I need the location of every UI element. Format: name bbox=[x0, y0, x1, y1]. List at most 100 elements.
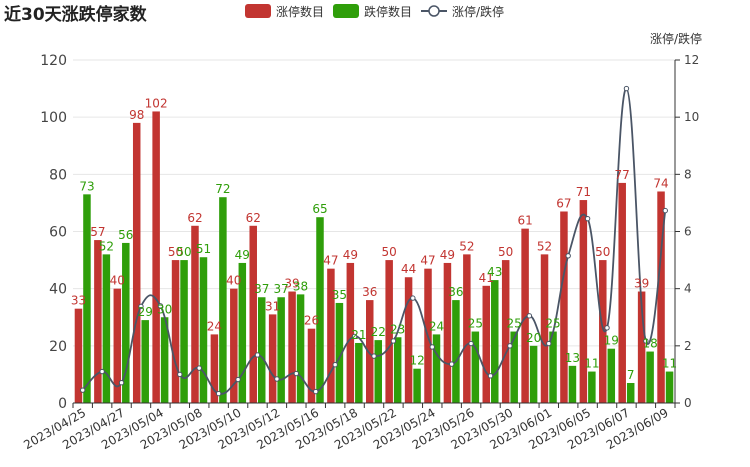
data-label-limit-down: 23 bbox=[390, 322, 405, 336]
y-left-tick-label: 40 bbox=[49, 282, 67, 298]
y-left-tick-label: 80 bbox=[49, 167, 67, 183]
ratio-point bbox=[99, 368, 105, 375]
data-label-limit-up: 62 bbox=[187, 211, 202, 225]
ratio-point bbox=[546, 340, 552, 347]
bar-limit-down bbox=[510, 331, 518, 403]
bar-limit-up bbox=[404, 277, 413, 403]
bar-limit-up bbox=[385, 260, 393, 403]
bar-limit-up bbox=[94, 240, 102, 403]
ratio-point bbox=[371, 353, 377, 359]
data-label-limit-down: 43 bbox=[487, 265, 502, 279]
right-axis-label: 涨停/跌停 bbox=[650, 31, 702, 46]
bar-limit-up bbox=[249, 225, 257, 403]
bar-limit-up bbox=[637, 291, 646, 403]
bar-limit-down bbox=[491, 280, 499, 403]
y-left-tick-label: 120 bbox=[40, 53, 67, 69]
data-label-limit-up: 98 bbox=[129, 108, 144, 122]
bar-limit-up bbox=[152, 111, 160, 403]
data-label-limit-down: 20 bbox=[526, 331, 541, 345]
ratio-point bbox=[138, 303, 144, 310]
bar-limit-down bbox=[452, 300, 460, 403]
data-label-limit-down: 25 bbox=[468, 317, 483, 331]
bar-limit-down bbox=[588, 371, 596, 403]
data-label-limit-down: 29 bbox=[138, 305, 153, 319]
data-label-limit-up: 40 bbox=[110, 274, 125, 288]
legend-label-limit-down: 跌停数目 bbox=[364, 4, 412, 19]
bar-limit-up bbox=[501, 260, 510, 403]
data-label-limit-up: 74 bbox=[653, 176, 668, 190]
data-label-limit-down: 11 bbox=[584, 357, 599, 371]
bar-limit-down bbox=[413, 368, 421, 403]
bar-limit-up bbox=[657, 191, 665, 403]
data-label-limit-up: 33 bbox=[71, 294, 86, 308]
bar-limit-down bbox=[296, 294, 305, 403]
bar-limit-down bbox=[607, 348, 616, 403]
bar-limit-down bbox=[393, 337, 402, 403]
y-axis-right: 0 2 4 6 8 10 12 bbox=[674, 53, 699, 410]
bar-limit-down bbox=[549, 331, 557, 403]
data-label-limit-down: 12 bbox=[409, 354, 424, 368]
bar-limit-up bbox=[482, 285, 491, 403]
y-right-tick-label: 10 bbox=[684, 110, 699, 124]
bar-limit-up bbox=[521, 228, 529, 403]
ratio-point bbox=[410, 295, 416, 301]
data-label-limit-down: 21 bbox=[351, 328, 366, 342]
y-left-tick-label: 0 bbox=[58, 396, 67, 412]
bar-limit-up bbox=[463, 254, 471, 403]
data-label-limit-down: 56 bbox=[118, 228, 133, 242]
y-left-tick-label: 100 bbox=[40, 110, 67, 126]
bar-limit-down bbox=[646, 351, 654, 403]
ratio-line bbox=[82, 87, 667, 395]
bar-data-labels: 3373575240569829102305050625124724049623… bbox=[71, 96, 677, 382]
x-axis: 2023/04/252023/04/272023/05/042023/05/08… bbox=[21, 402, 676, 452]
ratio-point bbox=[196, 365, 202, 371]
data-label-limit-up: 62 bbox=[246, 211, 261, 225]
data-label-limit-up: 47 bbox=[420, 254, 435, 268]
legend-item-limit-up[interactable]: 涨停数目 bbox=[245, 4, 324, 19]
legend-marker-ratio bbox=[428, 5, 440, 17]
legend-item-ratio[interactable]: 涨停/跌停 bbox=[421, 4, 504, 19]
data-label-limit-down: 51 bbox=[196, 242, 211, 256]
bar-limit-up bbox=[579, 200, 588, 403]
data-label-limit-down: 73 bbox=[79, 179, 94, 193]
legend-label-ratio: 涨停/跌停 bbox=[452, 4, 504, 19]
data-label-limit-down: 36 bbox=[448, 285, 463, 299]
bar-limit-down bbox=[83, 194, 91, 403]
data-label-limit-up: 50 bbox=[498, 245, 513, 259]
bar-limit-down bbox=[199, 257, 208, 403]
data-label-limit-up: 31 bbox=[265, 299, 280, 313]
ratio-point bbox=[448, 361, 455, 367]
data-label-limit-up: 40 bbox=[226, 274, 241, 288]
bar-limit-down bbox=[180, 260, 188, 403]
data-label-limit-up: 77 bbox=[615, 168, 630, 182]
bar-limit-down bbox=[374, 340, 382, 403]
data-label-limit-up: 102 bbox=[145, 96, 168, 110]
data-label-limit-up: 52 bbox=[459, 239, 474, 253]
data-label-limit-down: 25 bbox=[545, 317, 560, 331]
ratio-point bbox=[643, 338, 649, 344]
bar-limit-up bbox=[599, 260, 607, 403]
ratio-point bbox=[254, 352, 261, 358]
bar-limit-down bbox=[238, 262, 247, 403]
bar-limit-up bbox=[443, 262, 452, 403]
data-label-limit-up: 24 bbox=[207, 319, 222, 333]
legend-item-limit-down[interactable]: 跌停数目 bbox=[333, 4, 412, 19]
ratio-point bbox=[390, 338, 397, 344]
data-label-limit-down: 13 bbox=[565, 351, 580, 365]
data-label-limit-up: 71 bbox=[576, 185, 591, 199]
legend-label-limit-up: 涨停数目 bbox=[276, 4, 324, 19]
ratio-point bbox=[565, 253, 571, 259]
data-label-limit-down: 35 bbox=[332, 288, 347, 302]
bar-limit-down bbox=[335, 302, 344, 403]
bar-limit-down bbox=[122, 242, 130, 403]
y-right-tick-label: 8 bbox=[684, 167, 692, 181]
bar-limit-down bbox=[432, 334, 441, 403]
ratio-point bbox=[623, 85, 630, 92]
ratio-point bbox=[351, 333, 358, 340]
data-label-limit-down: 50 bbox=[176, 245, 191, 259]
ratio-point bbox=[118, 380, 125, 386]
data-label-limit-up: 36 bbox=[362, 285, 377, 299]
data-label-limit-down: 19 bbox=[604, 334, 619, 348]
data-label-limit-up: 47 bbox=[323, 254, 338, 268]
ratio-point bbox=[215, 390, 222, 397]
